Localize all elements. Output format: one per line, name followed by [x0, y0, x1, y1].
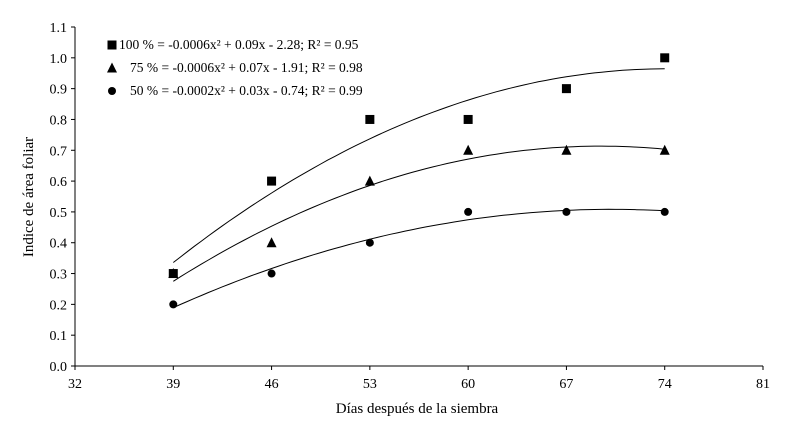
y-tick-label: 1.0 — [50, 52, 68, 67]
point-75-39 — [168, 268, 179, 279]
y-tick-label: 0.8 — [50, 113, 68, 128]
x-tick-label: 67 — [559, 377, 573, 392]
point-75-60 — [463, 144, 474, 155]
legend-label-75: 75 % = -0.0006x² + 0.07x - 1.91; R² = 0.… — [130, 60, 363, 75]
y-tick-label: 0.7 — [50, 144, 68, 159]
x-tick-label: 46 — [265, 377, 279, 392]
point-100-67 — [561, 84, 571, 94]
y-tick-label: 0.4 — [50, 237, 68, 252]
y-tick-label: 0.9 — [50, 83, 68, 98]
trendline-50 — [173, 208, 665, 309]
point-100-74 — [660, 53, 670, 63]
x-tick-label: 74 — [658, 377, 672, 392]
point-100-60 — [463, 114, 473, 124]
x-tick-label: 39 — [166, 377, 180, 392]
trendline-100 — [172, 68, 665, 263]
y-tick-label: 0.5 — [50, 206, 68, 221]
x-tick-label: 32 — [68, 377, 82, 392]
point-75-46 — [266, 237, 277, 248]
point-50-60 — [464, 207, 473, 216]
y-tick-label: 1.1 — [50, 21, 68, 36]
x-tick-label: 60 — [461, 377, 475, 392]
legend-marker-75 — [107, 62, 117, 73]
trendline-75 — [173, 145, 665, 282]
x-tick-label: 53 — [363, 377, 377, 392]
point-100-53 — [365, 114, 375, 124]
y-tick-label: 0.0 — [50, 360, 68, 375]
point-50-39 — [169, 300, 178, 309]
y-tick-label: 0.2 — [50, 298, 68, 313]
point-50-67 — [562, 207, 571, 216]
point-75-53 — [364, 175, 375, 186]
y-tick-label: 0.1 — [50, 329, 68, 344]
point-100-46 — [267, 176, 277, 186]
x-tick-label: 81 — [756, 377, 770, 392]
point-75-74 — [659, 144, 670, 155]
legend-label-100: 100 % = -0.0006x² + 0.09x - 2.28; R² = 0… — [119, 37, 359, 52]
y-axis-label: Indice de área foliar — [21, 137, 37, 257]
x-axis-label: Días después de la siembra — [336, 401, 499, 417]
legend-marker-50 — [108, 87, 116, 95]
legend-marker-100 — [107, 40, 117, 50]
y-tick-label: 0.6 — [50, 175, 68, 190]
legend-label-50: 50 % = -0.0002x² + 0.03x - 0.74; R² = 0.… — [130, 83, 363, 98]
point-50-74 — [660, 207, 669, 216]
y-tick-label: 0.3 — [50, 268, 68, 283]
point-50-46 — [267, 269, 276, 278]
point-50-53 — [365, 238, 374, 247]
point-75-67 — [561, 144, 572, 155]
